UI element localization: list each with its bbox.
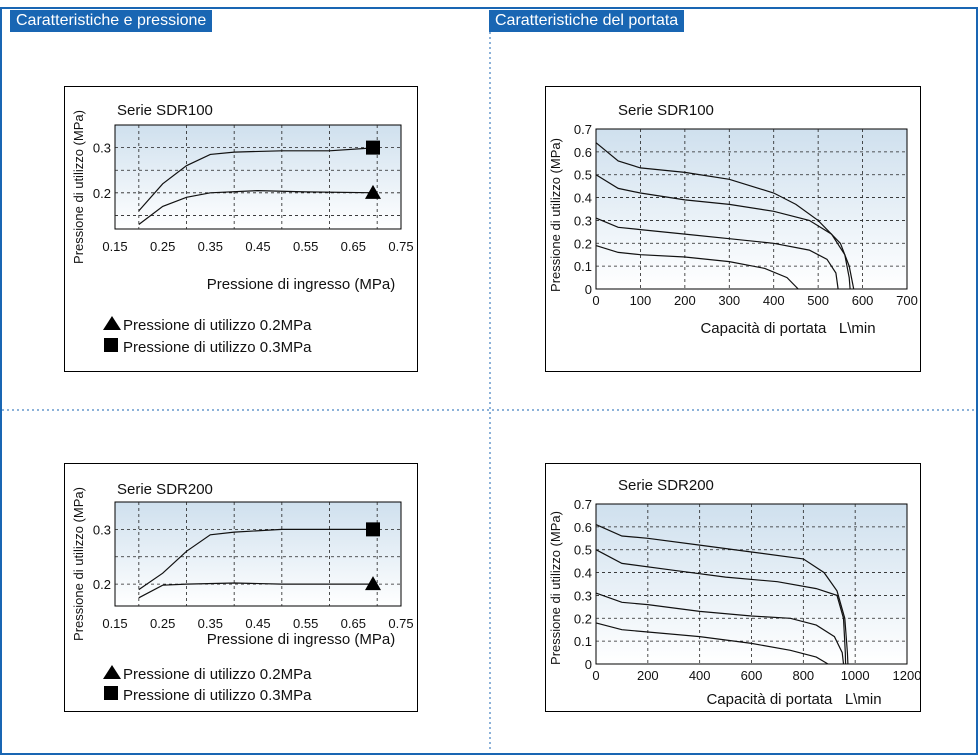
x-axis-label: Capacità di portata L\min [700, 320, 875, 337]
x-tick-label: 0.15 [102, 239, 127, 254]
x-tick-label: 0.75 [388, 616, 413, 631]
square-marker [366, 140, 380, 155]
x-tick-label: 600 [741, 668, 763, 683]
y-tick-label: 0.6 [574, 145, 592, 160]
series-line-2 [595, 549, 847, 665]
series-line-1 [595, 524, 849, 665]
x-tick-label: 500 [807, 293, 829, 308]
x-tick-label: 200 [637, 668, 659, 683]
y-tick-label: 0.2 [93, 186, 111, 201]
legend-label-0.3: Pressione di utilizzo 0.3MPa [123, 687, 312, 704]
x-tick-label: 200 [674, 293, 696, 308]
chart-pressure-sdr100: Serie SDR100 0.15 0.25 0.35 0.45 0.55 0.65 0.75… [71, 102, 414, 356]
y-tick-label: 0.4 [574, 566, 592, 581]
x-tick-label: 400 [689, 668, 711, 683]
series-line-1 [595, 142, 855, 290]
chart-title: Serie SDR100 [117, 102, 213, 119]
chart-title: Serie SDR200 [117, 481, 213, 498]
y-tick-label: 0.3 [574, 213, 592, 228]
x-tick-label: 1200 [893, 668, 920, 683]
x-tick-label: 700 [896, 293, 918, 308]
x-tick-label: 800 [792, 668, 814, 683]
plot-area [114, 124, 402, 230]
legend-label-0.2: Pressione di utilizzo 0.2MPa [123, 317, 312, 334]
legend-label-0.2: Pressione di utilizzo 0.2MPa [123, 666, 312, 683]
x-tick-label: 1000 [841, 668, 870, 683]
x-tick-label: 0 [592, 293, 599, 308]
chart-title: Serie SDR100 [618, 102, 714, 119]
triangle-marker [365, 184, 381, 199]
series-line-1 [138, 147, 378, 212]
x-tick-label: 600 [852, 293, 874, 308]
y-tick-label: 0.5 [574, 168, 592, 183]
series-line-2 [138, 582, 378, 599]
box-pressure-sdr100: Serie SDR100 0.15 0.25 0.35 0.45 0.55 0.65 0.75… [64, 86, 418, 372]
x-tick-label: 0.65 [341, 239, 366, 254]
series-line-1 [138, 528, 378, 591]
x-tick-label: 0.55 [293, 239, 318, 254]
y-axis-label: Pressione di utilizzo (MPa) [71, 110, 86, 264]
y-tick-label: 0.3 [574, 588, 592, 603]
x-axis-label: Pressione di ingresso (MPa) [207, 631, 395, 648]
x-tick-label: 0.25 [150, 616, 175, 631]
legend-square-icon [104, 338, 118, 352]
series-line-2 [595, 174, 851, 290]
x-tick-label: 0.35 [198, 616, 223, 631]
y-tick-label: 0.3 [93, 141, 111, 156]
y-axis-label: Pressione di utilizzo (MPa) [548, 138, 563, 292]
x-tick-label: 100 [630, 293, 652, 308]
chart-flow-sdr100: Serie SDR100 0 100 200 300 400 500 600 700 0 0.1 0.… [548, 102, 918, 337]
y-axis-label: Pressione di utilizzo (MPa) [548, 511, 563, 665]
x-tick-label: 0.45 [245, 239, 270, 254]
x-tick-label: 300 [718, 293, 740, 308]
triangle-marker [365, 576, 381, 591]
x-tick-label: 0.75 [388, 239, 413, 254]
series-line-3 [595, 217, 839, 290]
y-tick-label: 0.7 [574, 122, 592, 137]
y-tick-label: 0.2 [574, 611, 592, 626]
box-flow-sdr100: Serie SDR100 0 100 200 300 400 500 600 700 0 0.1 0.… [545, 86, 921, 372]
y-tick-label: 0.5 [574, 543, 592, 558]
header-left: Caratteristiche e pressione [10, 10, 213, 32]
series-line-4 [595, 622, 829, 665]
series-line-3 [595, 592, 845, 665]
y-tick-label: 0.1 [574, 259, 592, 274]
y-tick-label: 0.1 [574, 634, 592, 649]
x-tick-label: 400 [763, 293, 785, 308]
y-tick-label: 0.3 [93, 522, 111, 537]
chart-title: Serie SDR200 [618, 477, 714, 494]
x-tick-label: 0 [592, 668, 599, 683]
x-tick-label: 0.65 [341, 616, 366, 631]
x-axis-label: Pressione di ingresso (MPa) [207, 276, 395, 293]
y-tick-label: 0.2 [93, 577, 111, 592]
legend-square-icon [104, 686, 118, 700]
series-line-2 [138, 189, 378, 225]
y-tick-label: 0.7 [574, 497, 592, 512]
box-flow-sdr200: Serie SDR200 0 200 400 600 800 1000 1200 0 0.1 0.2… [545, 463, 921, 712]
legend-triangle-icon [103, 665, 121, 679]
box-pressure-sdr200: Serie SDR200 0.15 0.25 0.35 0.45 0.55 0.65 0.75… [64, 463, 418, 712]
x-tick-label: 0.35 [198, 239, 223, 254]
y-tick-label: 0.4 [574, 191, 592, 206]
square-marker [366, 522, 380, 537]
header-right: Caratteristiche del portata [489, 10, 685, 32]
x-tick-label: 0.55 [293, 616, 318, 631]
y-tick-label: 0.6 [574, 520, 592, 535]
chart-pressure-sdr200: Serie SDR200 0.15 0.25 0.35 0.45 0.55 0.65 0.75… [71, 481, 414, 704]
y-tick-label: 0 [585, 282, 592, 297]
plot-area [114, 501, 402, 607]
legend-label-0.3: Pressione di utilizzo 0.3MPa [123, 339, 312, 356]
x-tick-label: 0.15 [102, 616, 127, 631]
plot-area [595, 128, 908, 290]
y-axis-label: Pressione di utilizzo (MPa) [71, 487, 86, 641]
y-tick-label: 0 [585, 657, 592, 672]
series-line-4 [595, 245, 799, 290]
x-tick-label: 0.25 [150, 239, 175, 254]
x-axis-label: Capacità di portata L\min [706, 691, 881, 708]
legend-triangle-icon [103, 316, 121, 330]
x-tick-label: 0.45 [245, 616, 270, 631]
chart-flow-sdr200: Serie SDR200 0 200 400 600 800 1000 1200 0 0.1 0.2… [548, 477, 921, 708]
y-tick-label: 0.2 [574, 236, 592, 251]
